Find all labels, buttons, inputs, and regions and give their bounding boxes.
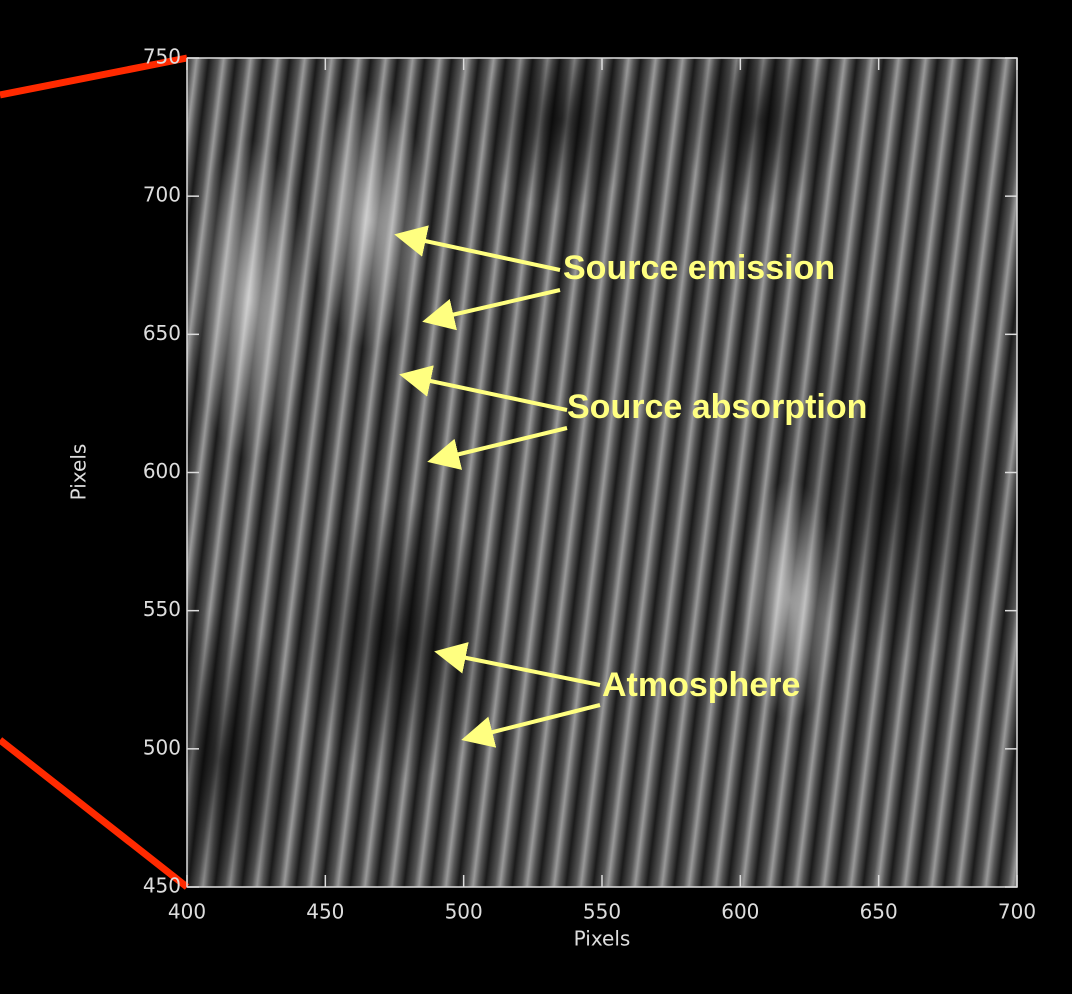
annotation: Source emission bbox=[563, 249, 835, 287]
zoom-line bbox=[0, 737, 190, 890]
x-axis-label: Pixels bbox=[574, 927, 631, 951]
x-tick-label: 600 bbox=[721, 900, 759, 924]
x-tick-label: 400 bbox=[168, 900, 206, 924]
y-tick-label: 700 bbox=[143, 183, 181, 207]
y-tick-label: 650 bbox=[143, 321, 181, 345]
zoom-line bbox=[0, 54, 188, 99]
arrows bbox=[394, 225, 601, 748]
x-tick-label: 550 bbox=[583, 900, 621, 924]
y-tick-label: 550 bbox=[143, 597, 181, 621]
annotation: Source absorption bbox=[567, 388, 867, 426]
x-tick-label: 700 bbox=[998, 900, 1036, 924]
y-axis-label: Pixels bbox=[67, 444, 91, 501]
x-tick-label: 500 bbox=[445, 900, 483, 924]
detector-image bbox=[187, 58, 1017, 887]
y-tick-label: 600 bbox=[143, 459, 181, 483]
x-tick-label: 450 bbox=[306, 900, 344, 924]
x-tick-label: 650 bbox=[860, 900, 898, 924]
y-tick-label: 500 bbox=[143, 735, 181, 759]
y-tick-label: 750 bbox=[143, 45, 181, 69]
y-tick-label: 450 bbox=[143, 874, 181, 898]
annotation: Atmosphere bbox=[602, 666, 800, 704]
